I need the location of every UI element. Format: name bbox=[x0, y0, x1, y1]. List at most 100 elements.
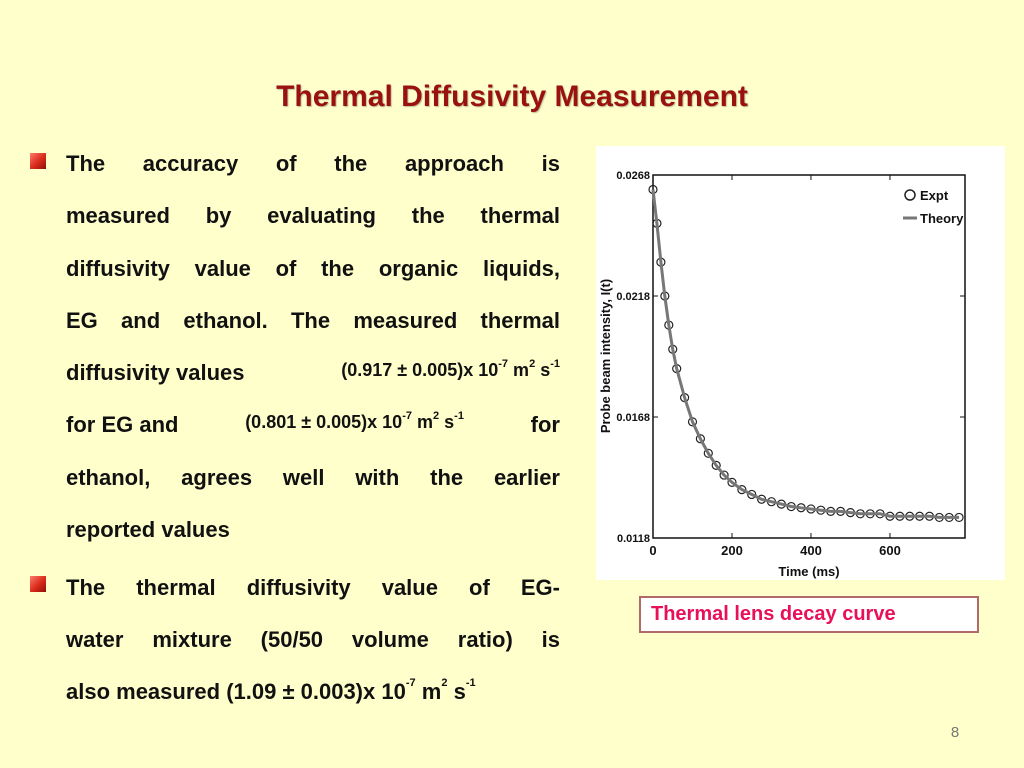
word: The bbox=[66, 151, 106, 176]
word: diffusivity bbox=[246, 575, 351, 600]
y-tick-label: 0.0168 bbox=[616, 412, 650, 424]
word: evaluating bbox=[267, 203, 376, 228]
word: the bbox=[321, 256, 355, 281]
x-tick-label: 400 bbox=[800, 543, 822, 558]
page-number: 8 bbox=[950, 724, 960, 741]
text-span: for bbox=[530, 412, 560, 437]
expt-point bbox=[703, 448, 713, 458]
word: measured bbox=[66, 203, 170, 228]
word: diffusivity bbox=[66, 256, 170, 281]
x-tick-labels: 0 200 400 600 bbox=[649, 543, 900, 558]
word: value bbox=[381, 575, 438, 600]
diffusivity-value-ethanol: (0.801 ± 0.005)x 10-7 m2 s-1 bbox=[245, 410, 464, 438]
text-line: The accuracy of the approach is bbox=[66, 151, 560, 177]
word: ratio) bbox=[457, 627, 513, 652]
word: accuracy bbox=[142, 151, 239, 176]
word: value bbox=[194, 256, 251, 281]
exponent: 2 bbox=[529, 358, 536, 370]
word: by bbox=[205, 203, 232, 228]
word: thermal bbox=[480, 203, 560, 228]
word: approach bbox=[404, 151, 504, 176]
x-tick-label: 0 bbox=[649, 543, 656, 558]
word: liquids, bbox=[483, 256, 560, 281]
legend-label-expt: Expt bbox=[920, 188, 949, 203]
word: well bbox=[282, 465, 325, 490]
text-span: reported values bbox=[66, 517, 230, 542]
y-tick-label: 0.0218 bbox=[616, 291, 650, 303]
text-span: diffusivity values bbox=[66, 360, 245, 385]
text-line: diffusivity values (0.917 ± 0.005)x 10-7… bbox=[66, 358, 560, 386]
unit: s bbox=[453, 679, 466, 704]
theory-series-line bbox=[651, 189, 960, 519]
x-axis-label: Time (ms) bbox=[778, 564, 839, 579]
word: ethanol. bbox=[183, 308, 268, 333]
exponent: -1 bbox=[550, 358, 560, 370]
word: measured bbox=[353, 308, 458, 333]
exponent: 2 bbox=[441, 677, 448, 689]
bullet-square-icon bbox=[30, 576, 46, 592]
figure-caption: Thermal lens decay curve bbox=[639, 596, 979, 633]
expt-point bbox=[711, 460, 721, 470]
word: is bbox=[541, 627, 560, 652]
text-span: for EG and bbox=[66, 412, 179, 437]
text-line: ethanol, agrees well with the earlier bbox=[66, 465, 560, 491]
word: the bbox=[334, 151, 368, 176]
slide-title: Thermal Diffusivity Measurement bbox=[276, 80, 748, 113]
exponent: -1 bbox=[465, 677, 476, 689]
unit: s bbox=[444, 412, 455, 432]
unit: m bbox=[513, 360, 530, 380]
y-tick-label: 0.0118 bbox=[617, 533, 650, 545]
text-span: also measured (1.09 ± 0.003)x 10 bbox=[66, 679, 406, 704]
diffusivity-value-eg: (0.917 ± 0.005)x 10-7 m2 s-1 bbox=[341, 358, 560, 386]
expt-point bbox=[727, 477, 737, 487]
y-axis-label: Probe beam intensity, I(t) bbox=[598, 279, 613, 433]
text-line: The thermal diffusivity value of EG- bbox=[66, 575, 560, 601]
text-line: EG and ethanol. The measured thermal bbox=[66, 308, 560, 334]
word: organic bbox=[378, 256, 459, 281]
word: of bbox=[275, 256, 297, 281]
bullet-square-icon bbox=[30, 153, 46, 169]
word: EG bbox=[66, 308, 98, 333]
text-line: water mixture (50/50 volume ratio) is bbox=[66, 627, 560, 653]
unit: m bbox=[421, 679, 442, 704]
text-line: for EG and (0.801 ± 0.005)x 10-7 m2 s-1 … bbox=[66, 410, 560, 438]
text-line: measured by evaluating the thermal bbox=[66, 203, 560, 229]
word: the bbox=[411, 203, 445, 228]
word: and bbox=[121, 308, 161, 333]
word: ethanol, bbox=[66, 465, 151, 490]
word: of bbox=[275, 151, 297, 176]
word: is bbox=[541, 151, 560, 176]
decay-curve-figure: 0.0118 0.0168 0.0218 0.0268 0 200 400 600 Time… bbox=[596, 146, 1005, 580]
axis-ticks bbox=[652, 174, 965, 539]
expt-series bbox=[648, 184, 964, 523]
exponent: 2 bbox=[433, 410, 440, 422]
chart-legend: Expt Theory bbox=[903, 188, 964, 226]
word: (50/50 bbox=[260, 627, 324, 652]
x-tick-label: 200 bbox=[721, 543, 743, 558]
word: water bbox=[66, 627, 124, 652]
word: earlier bbox=[493, 465, 560, 490]
exponent: -1 bbox=[454, 410, 464, 422]
word: thermal bbox=[136, 575, 216, 600]
legend-label-theory: Theory bbox=[920, 211, 964, 226]
x-tick-label: 600 bbox=[879, 543, 901, 558]
word: the bbox=[430, 465, 464, 490]
y-tick-labels: 0.0118 0.0168 0.0218 0.0268 bbox=[616, 170, 650, 545]
word: with bbox=[355, 465, 400, 490]
y-tick-label: 0.0268 bbox=[616, 170, 650, 182]
word: agrees bbox=[181, 465, 253, 490]
unit: m bbox=[416, 412, 433, 432]
decay-curve-chart: 0.0118 0.0168 0.0218 0.0268 0 200 400 600 Time… bbox=[598, 170, 966, 579]
word: thermal bbox=[480, 308, 560, 333]
word: mixture bbox=[152, 627, 232, 652]
expt-point bbox=[737, 485, 747, 495]
text-line: also measured (1.09 ± 0.003)x 10-7 m2 s-… bbox=[66, 677, 560, 705]
text-line: reported values bbox=[66, 517, 560, 543]
text-line: diffusivity value of the organic liquids, bbox=[66, 256, 560, 282]
word: EG- bbox=[520, 575, 560, 600]
legend-marker-expt bbox=[904, 189, 916, 201]
exponent: -7 bbox=[402, 410, 412, 422]
word: The bbox=[66, 575, 106, 600]
plot-frame bbox=[652, 174, 966, 539]
word: The bbox=[290, 308, 331, 333]
